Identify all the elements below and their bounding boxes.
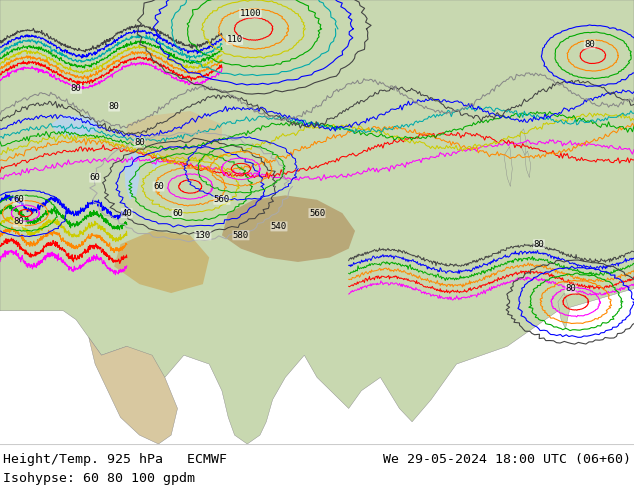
Polygon shape bbox=[51, 116, 101, 138]
Polygon shape bbox=[0, 0, 634, 444]
Text: 80: 80 bbox=[109, 102, 119, 111]
Polygon shape bbox=[127, 111, 222, 164]
Polygon shape bbox=[525, 151, 531, 177]
Text: 80: 80 bbox=[14, 218, 24, 226]
Text: Height/Temp. 925 hPa   ECMWF: Height/Temp. 925 hPa ECMWF bbox=[3, 453, 227, 466]
Text: Isohypse: 60 80 100 gpdm: Isohypse: 60 80 100 gpdm bbox=[3, 472, 195, 486]
Text: 540: 540 bbox=[271, 222, 287, 231]
Polygon shape bbox=[558, 293, 569, 329]
Text: We 29-05-2024 18:00 UTC (06+60): We 29-05-2024 18:00 UTC (06+60) bbox=[383, 453, 631, 466]
Text: 60: 60 bbox=[14, 196, 24, 204]
Text: 60: 60 bbox=[153, 182, 164, 191]
Text: 80: 80 bbox=[134, 138, 145, 147]
Text: 110: 110 bbox=[226, 35, 243, 45]
Polygon shape bbox=[151, 151, 161, 169]
Text: 80: 80 bbox=[585, 40, 595, 49]
Polygon shape bbox=[504, 147, 512, 187]
Text: 560: 560 bbox=[309, 209, 325, 218]
Text: 80: 80 bbox=[71, 84, 81, 93]
Polygon shape bbox=[124, 147, 139, 200]
Text: 560: 560 bbox=[214, 196, 230, 204]
Polygon shape bbox=[263, 395, 268, 413]
Text: 80: 80 bbox=[534, 240, 544, 249]
Polygon shape bbox=[89, 338, 178, 444]
Text: 40: 40 bbox=[122, 209, 132, 218]
Polygon shape bbox=[520, 129, 526, 155]
Text: 1100: 1100 bbox=[240, 9, 261, 18]
Text: 580: 580 bbox=[233, 231, 249, 240]
Text: 130: 130 bbox=[195, 231, 211, 240]
Text: 60: 60 bbox=[90, 173, 100, 182]
Text: 80: 80 bbox=[566, 284, 576, 293]
Polygon shape bbox=[114, 231, 209, 293]
Text: 60: 60 bbox=[172, 209, 183, 218]
Polygon shape bbox=[222, 196, 355, 262]
